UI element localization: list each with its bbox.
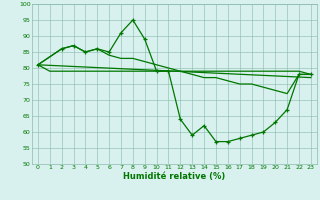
X-axis label: Humidité relative (%): Humidité relative (%): [123, 172, 226, 181]
